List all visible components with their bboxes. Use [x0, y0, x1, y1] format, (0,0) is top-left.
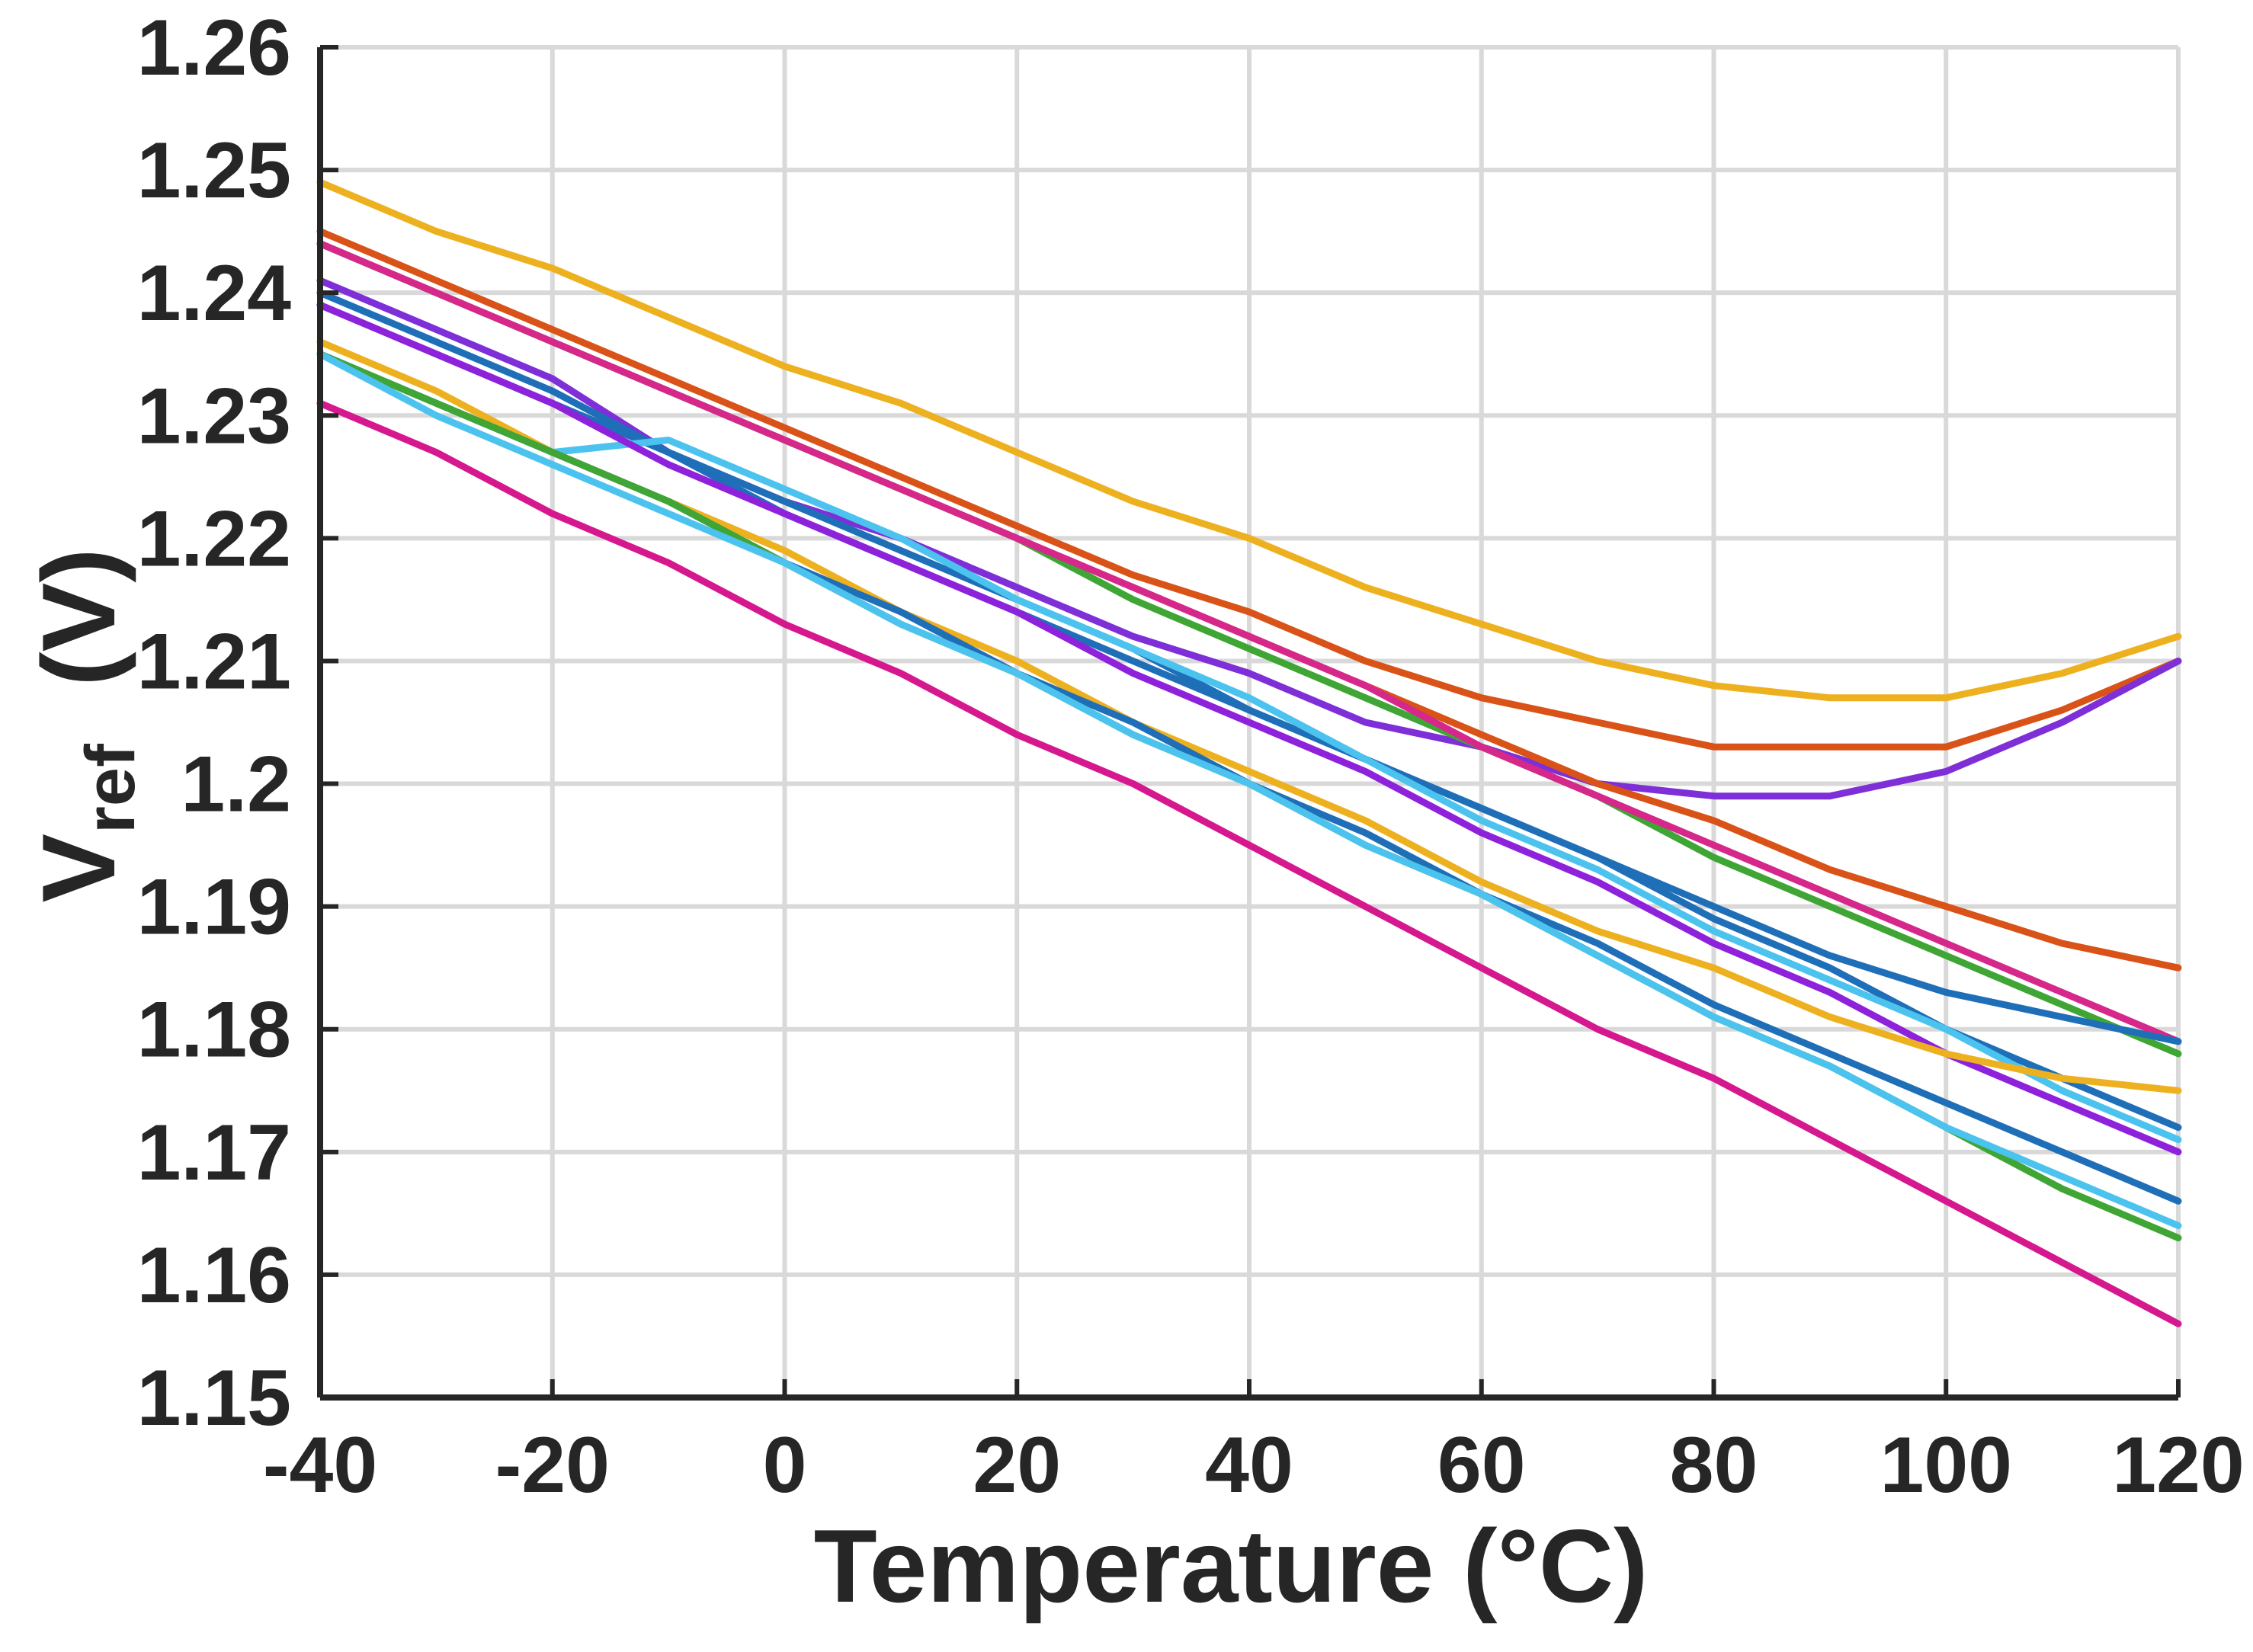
x-tick-label: 120 — [2112, 1421, 2245, 1510]
series-line-curve-10 — [316, 301, 2182, 1156]
series-line-curve-14 — [316, 351, 2182, 1229]
series-line-curve-3 — [316, 277, 2182, 800]
y-tick-label: 1.21 — [137, 617, 291, 706]
y-tick-label: 1.17 — [137, 1109, 291, 1197]
y-tick-label: 1.25 — [137, 126, 291, 215]
y-axis-ticks: 1.15 1.16 1.17 1.18 1.19 1.2 1.21 1.22 1.23 1.24 1… — [137, 4, 338, 1442]
y-tick-label: 1.15 — [137, 1354, 291, 1442]
y-axis-label-main: V — [21, 834, 136, 903]
series-layer — [316, 178, 2182, 1327]
y-tick-label: 1.18 — [137, 986, 291, 1074]
y-tick-label: 1.23 — [137, 372, 291, 460]
y-axis-label: Vref (V) — [21, 548, 149, 902]
x-tick-label: 40 — [1205, 1421, 1293, 1510]
x-tick-label: 0 — [763, 1421, 807, 1510]
x-axis-ticks: -40 -20 0 20 40 60 80 100 120 — [263, 1379, 2245, 1510]
y-tick-label: 1.19 — [137, 863, 291, 952]
y-tick-label: 1.2 — [181, 741, 291, 829]
y-axis-label-unit: (V) — [21, 548, 136, 744]
x-axis-label: Temperature (°C) — [814, 1508, 1649, 1624]
x-tick-label: -40 — [263, 1421, 377, 1510]
x-tick-label: 80 — [1670, 1421, 1758, 1510]
series-line-curve-6 — [316, 240, 2182, 1045]
y-tick-label: 1.16 — [137, 1231, 291, 1320]
series-line-curve-8 — [316, 301, 2182, 1132]
series-line-curve-2 — [316, 228, 2182, 751]
x-tick-label: 60 — [1437, 1421, 1526, 1510]
x-tick-label: 20 — [973, 1421, 1061, 1510]
series-line-curve-1 — [316, 178, 2182, 702]
y-tick-label: 1.26 — [137, 4, 291, 92]
y-tick-label: 1.24 — [137, 249, 292, 338]
x-tick-label: -20 — [495, 1421, 610, 1510]
y-axis-label-subscript: ref — [72, 744, 149, 834]
y-tick-label: 1.22 — [137, 495, 291, 583]
x-tick-label: 100 — [1880, 1421, 2012, 1510]
series-line-curve-15 — [316, 399, 2182, 1327]
